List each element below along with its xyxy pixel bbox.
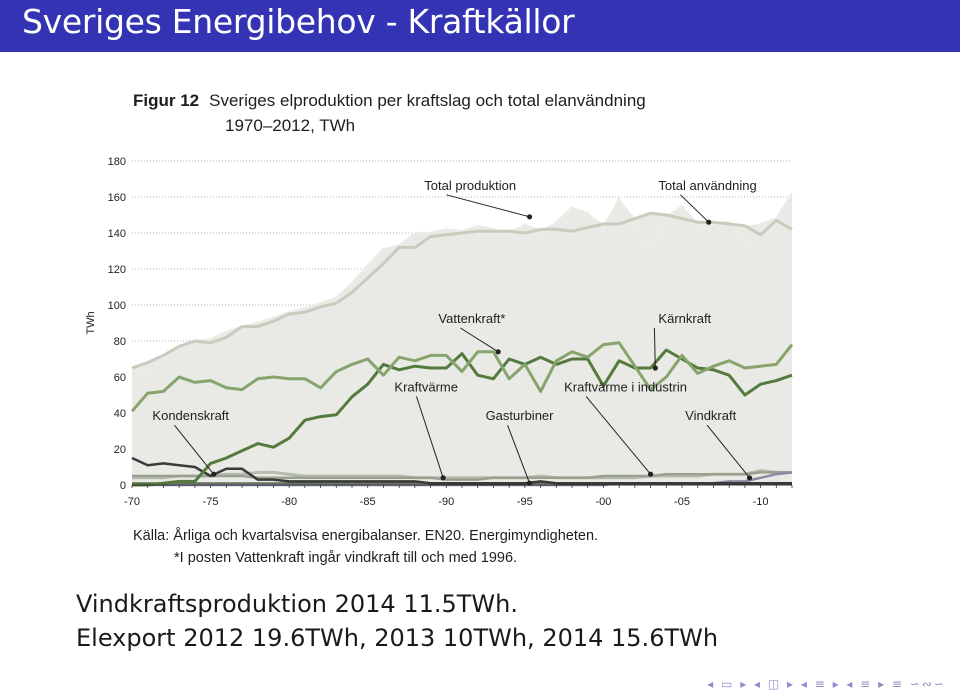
x-tick-label: -00 bbox=[595, 496, 611, 508]
leader-dot-total-anvandning bbox=[706, 219, 712, 225]
series-line-kraftvarme-industri bbox=[132, 471, 792, 481]
leader-dot-total-produktion bbox=[526, 214, 533, 220]
y-tick-label: 80 bbox=[114, 336, 126, 348]
y-tick-label: 140 bbox=[108, 228, 126, 240]
series-line-total-anvandning bbox=[131, 211, 793, 370]
figure-header: Figur 12 Sveriges elproduktion per krafts… bbox=[133, 88, 646, 135]
leader-line-total-anvandning bbox=[680, 194, 710, 223]
x-tick-label: -75 bbox=[203, 496, 219, 508]
slide-line-wind: Vindkraftsproduktion 2014 11.5TWh. bbox=[76, 590, 518, 618]
slide-title-bar: Sveriges Energibehov - Kraftkällor bbox=[0, 0, 960, 52]
total-area bbox=[132, 193, 792, 485]
y-tick-label: 20 bbox=[114, 444, 126, 456]
x-tick-label: -95 bbox=[517, 496, 533, 508]
x-tick-label: -80 bbox=[281, 496, 297, 508]
series-label-karnkraft: Kärnkraft bbox=[658, 311, 711, 326]
leader-dot-kraftvarme bbox=[440, 475, 446, 481]
series-label-total-produktion: Total produktion bbox=[424, 178, 516, 193]
series-line-karnkraft bbox=[132, 348, 793, 487]
leader-line-kraftvarme-industri bbox=[585, 396, 651, 475]
leader-dot-vattenkraft bbox=[495, 349, 501, 355]
leader-line-vindkraft bbox=[706, 424, 750, 479]
y-tick-label: 60 bbox=[114, 372, 126, 384]
y-axis-label: TWh bbox=[85, 311, 97, 334]
series-line-kondenskraft bbox=[131, 456, 792, 485]
y-tick-label: 100 bbox=[108, 300, 126, 312]
figure-label: Figur 12 bbox=[133, 91, 200, 110]
figure-source-block: Källa: Årliga och kvartalsvisa energibal… bbox=[133, 525, 598, 569]
y-tick-label: 180 bbox=[108, 156, 126, 168]
leader-line-karnkraft bbox=[653, 327, 656, 369]
leader-line-kraftvarme bbox=[415, 396, 444, 478]
leader-line-gasturbiner bbox=[507, 425, 531, 484]
slide-line-export: Elexport 2012 19.6TWh, 2013 10TWh, 2014 … bbox=[76, 624, 719, 652]
beamer-navigation[interactable]: ◂ ▭ ▸ ◂ ◫ ▸ ◂ ≡ ▸ ◂ ≡ ▸ ≡ ∽∾∽ bbox=[707, 677, 946, 691]
series-line-vattenkraft bbox=[130, 341, 794, 413]
y-tick-label: 120 bbox=[108, 264, 126, 276]
series-label-vattenkraft: Vattenkraft* bbox=[438, 311, 505, 326]
leader-dot-kraftvarme-industri bbox=[647, 471, 654, 477]
slide-title: Sveriges Energibehov - Kraftkällor bbox=[22, 2, 575, 41]
y-tick-label: 160 bbox=[108, 192, 126, 204]
series-label-gasturbiner: Gasturbiner bbox=[486, 408, 555, 423]
series-label-kondenskraft: Kondenskraft bbox=[152, 408, 229, 423]
leader-line-total-produktion bbox=[446, 194, 530, 218]
slide-body: Vindkraftsproduktion 2014 11.5TWh. Elexp… bbox=[76, 587, 718, 655]
x-tick-label: -10 bbox=[753, 496, 769, 508]
figure-source: Källa: Årliga och kvartalsvisa energibal… bbox=[133, 528, 599, 544]
figure-title: Sveriges elproduktion per kraftslag och … bbox=[209, 91, 646, 110]
y-tick-label: 40 bbox=[114, 408, 126, 420]
leader-dot-karnkraft bbox=[652, 365, 658, 371]
y-tick-label: 0 bbox=[120, 480, 126, 492]
figure-note: *I posten Vattenkraft ingår vindkraft ti… bbox=[174, 550, 518, 566]
x-tick-label: -90 bbox=[438, 496, 454, 508]
series-line-kraftvarme bbox=[132, 469, 792, 480]
energy-chart: 0 20 40 60 80 100 120 140 160 180 -70 -75 -80 -85 -90 -… bbox=[85, 156, 794, 508]
leader-dot-vindkraft bbox=[746, 475, 753, 481]
series-label-kraftvarme: Kraftvärme bbox=[394, 379, 458, 394]
figure-subtitle: 1970–2012, TWh bbox=[225, 116, 356, 135]
leader-dot-gasturbiner bbox=[526, 480, 533, 486]
leader-line-vattenkraft bbox=[460, 327, 499, 353]
x-tick-label: -05 bbox=[674, 496, 690, 508]
leader-line-kondenskraft bbox=[174, 424, 215, 475]
x-tick-label: -70 bbox=[124, 496, 140, 508]
leader-dot-kondenskraft bbox=[211, 471, 217, 477]
series-label-vindkraft: Vindkraft bbox=[685, 408, 736, 423]
series-label-kraftvarme-industri: Kraftvärme i industrin bbox=[564, 379, 687, 394]
x-tick-label: -85 bbox=[360, 496, 376, 508]
series-label-total-anvandning: Total användning bbox=[658, 178, 756, 193]
